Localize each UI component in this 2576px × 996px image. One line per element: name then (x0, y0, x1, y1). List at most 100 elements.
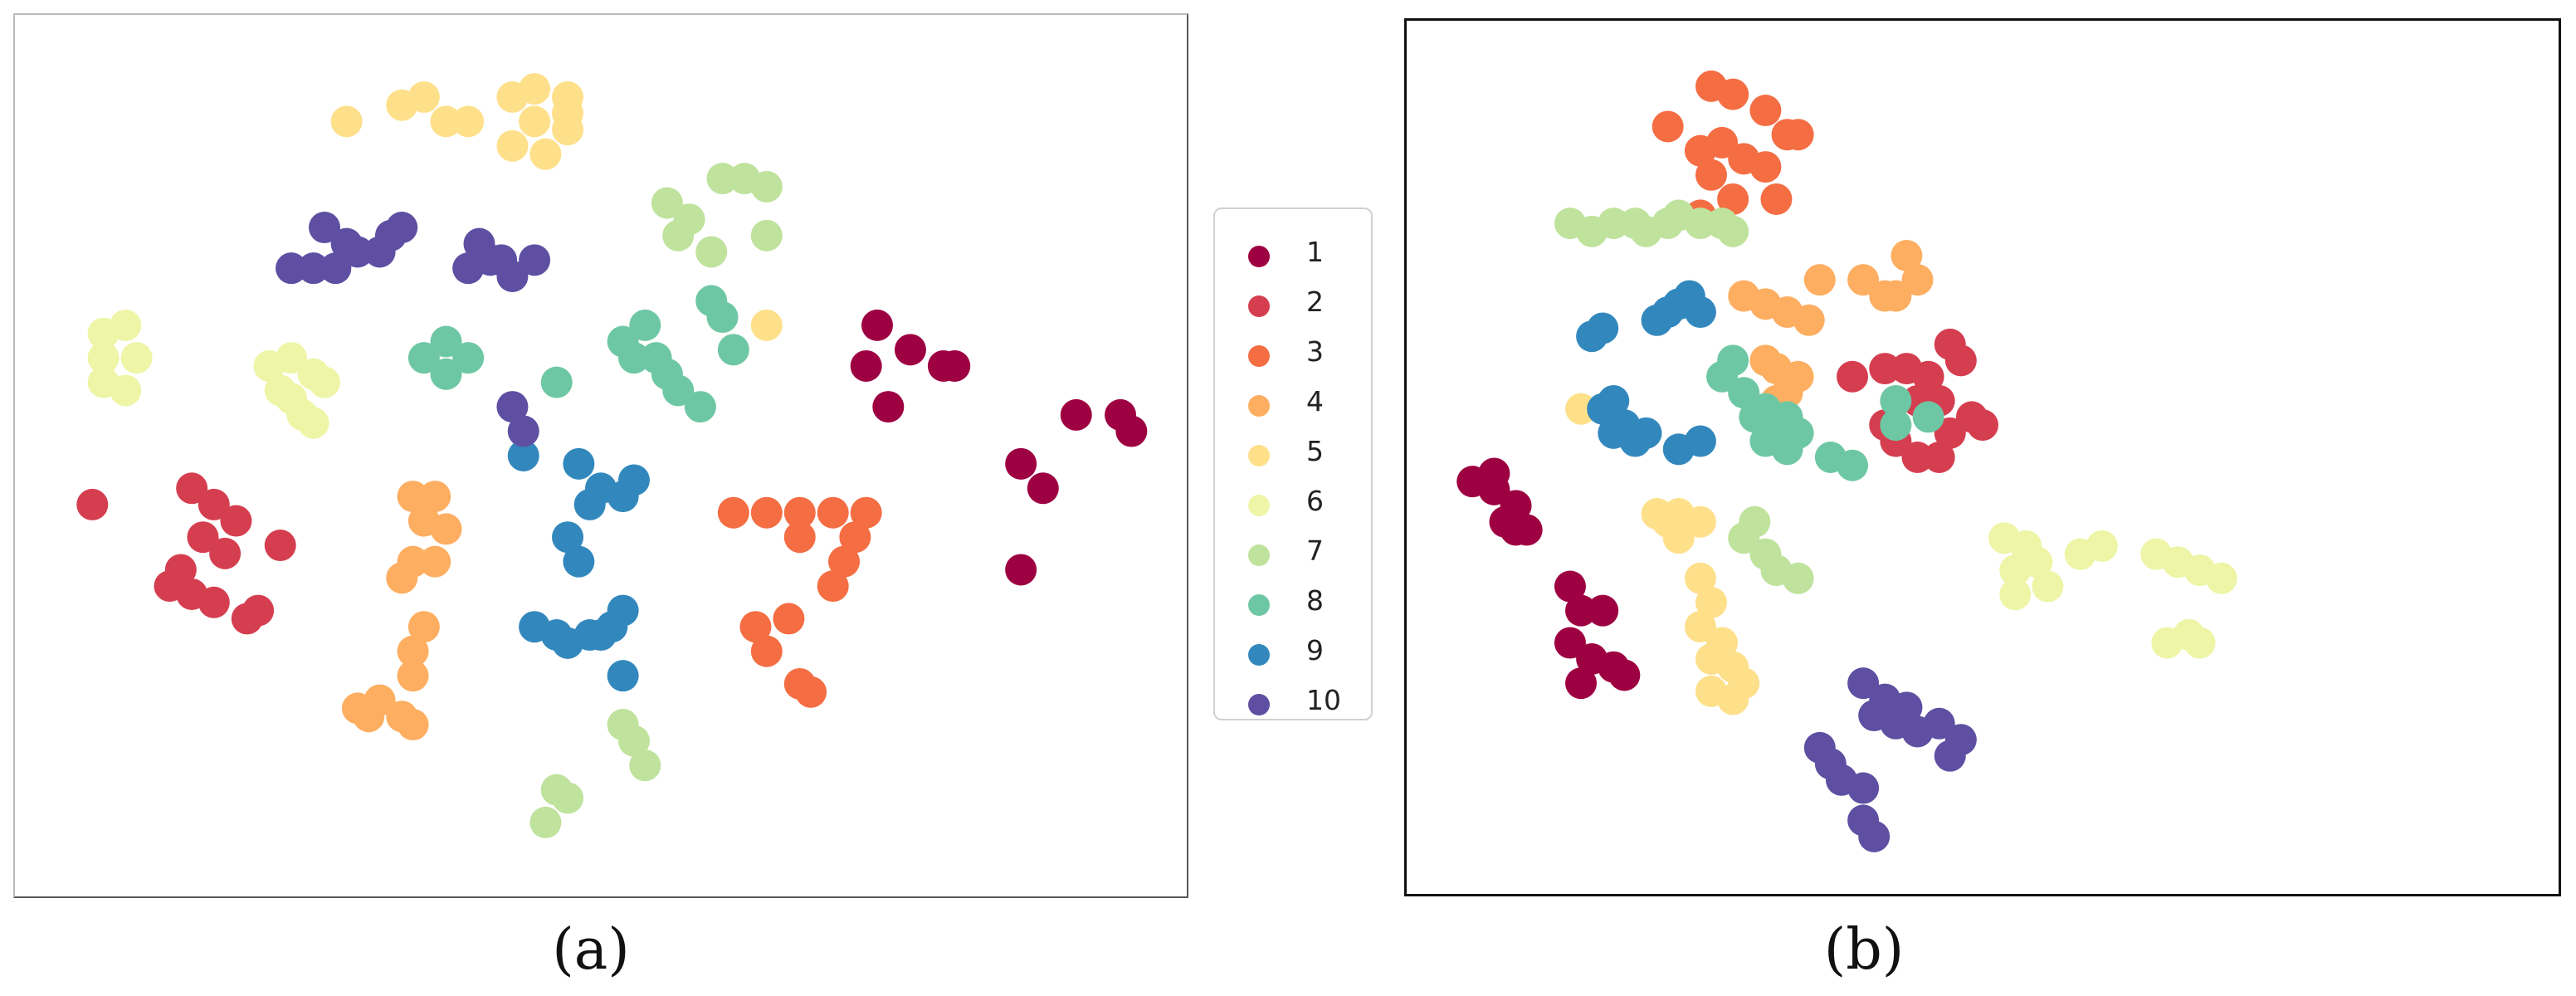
series-3 (717, 496, 882, 708)
series-10 (1803, 667, 1977, 852)
data-point (407, 81, 440, 113)
data-point (540, 366, 573, 398)
data-point (783, 496, 816, 529)
data-point (407, 342, 440, 374)
data-point (430, 105, 462, 138)
data-point (817, 570, 849, 603)
legend-item-4: 4 (1215, 380, 1371, 430)
data-point (706, 301, 739, 334)
data-point (1891, 240, 1923, 271)
data-point (1717, 183, 1749, 215)
data-point (341, 236, 373, 268)
legend-item-3: 3 (1215, 330, 1371, 380)
series-2 (76, 472, 296, 635)
data-point (2183, 627, 2216, 659)
series-9 (507, 440, 650, 692)
data-point (320, 252, 352, 285)
data-point (1793, 304, 1825, 336)
data-point (452, 342, 485, 374)
data-point (120, 342, 153, 374)
data-point (939, 349, 971, 382)
data-point (1598, 208, 1630, 240)
legend-item-8: 8 (1215, 579, 1371, 629)
data-point (297, 252, 329, 285)
data-point (297, 407, 329, 439)
data-point (1912, 401, 1944, 433)
data-point (607, 481, 639, 513)
data-point (386, 212, 418, 244)
data-point (695, 236, 728, 268)
data-point (563, 447, 595, 480)
series-8 (1706, 344, 1944, 481)
data-point (552, 521, 584, 554)
data-point (1027, 472, 1059, 505)
data-point (419, 481, 451, 513)
series-4 (341, 481, 462, 741)
data-point (1510, 514, 1543, 546)
data-point (507, 440, 539, 471)
data-point (198, 586, 230, 618)
data-point (1934, 740, 1966, 772)
data-point (1684, 562, 1716, 594)
scatter-panel-b (1404, 18, 2561, 896)
data-point (1684, 505, 1716, 538)
data-point (430, 358, 462, 390)
data-point (209, 537, 242, 569)
legend-marker (1248, 445, 1270, 466)
legend-item-2: 2 (1215, 281, 1371, 330)
data-point (1782, 562, 1814, 594)
data-point (552, 97, 584, 129)
series-1 (850, 309, 1148, 586)
data-point (1684, 611, 1716, 643)
data-point (187, 521, 219, 554)
legend-marker (1248, 495, 1270, 516)
data-point (198, 488, 230, 520)
data-point (1880, 280, 1912, 312)
data-point (496, 129, 529, 162)
data-point (87, 342, 120, 374)
data-point (684, 391, 716, 423)
data-point (496, 260, 529, 292)
data-point (519, 73, 551, 105)
data-point (795, 676, 827, 708)
data-point (563, 545, 595, 578)
data-point (309, 366, 340, 398)
scatter-plot-a (76, 73, 1148, 838)
data-point (1598, 384, 1630, 417)
data-point (1803, 264, 1836, 296)
data-point (1749, 95, 1782, 127)
data-point (496, 391, 529, 423)
data-point (1858, 820, 1891, 852)
data-point (1869, 353, 1901, 385)
data-point (430, 325, 462, 358)
series-8 (407, 285, 749, 423)
legend-marker (1248, 395, 1270, 417)
data-point (817, 496, 849, 529)
data-point (452, 252, 485, 285)
data-point (617, 725, 650, 757)
legend-marker (1248, 544, 1270, 566)
data-point (1565, 393, 1598, 425)
legend-label: 2 (1306, 286, 1324, 318)
series-2 (1837, 328, 1998, 473)
legend-label: 4 (1306, 385, 1324, 417)
series-10 (276, 212, 551, 447)
series-5 (1565, 393, 1760, 715)
data-point (839, 521, 871, 554)
data-point (1554, 627, 1586, 659)
data-point (739, 611, 772, 643)
data-point (662, 219, 695, 251)
scatter-plot-b (1456, 70, 2237, 852)
caption-b: (b) (1823, 917, 1905, 983)
series-7 (1554, 199, 1814, 594)
data-point (1999, 554, 2032, 587)
data-point (176, 472, 208, 505)
legend-marker (1248, 594, 1270, 616)
data-point (828, 545, 861, 578)
legend-item-6: 6 (1215, 480, 1371, 530)
data-point (220, 505, 252, 537)
data-point (1115, 415, 1148, 447)
legend-marker (1248, 246, 1270, 267)
data-point (1880, 409, 1912, 442)
data-point (1060, 398, 1092, 431)
